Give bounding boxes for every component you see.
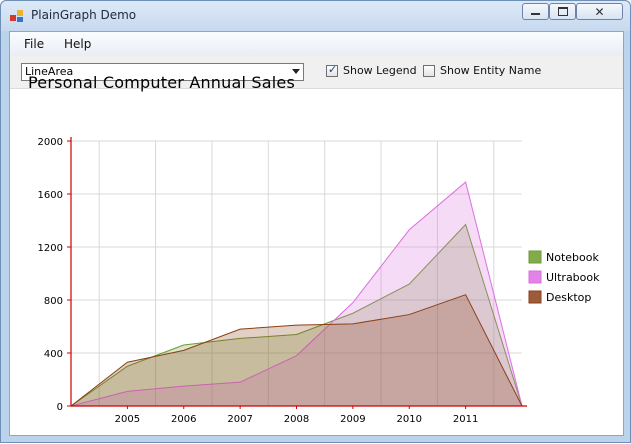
x-tick-label: 2008 <box>284 414 309 425</box>
y-tick-label: 400 <box>44 349 63 360</box>
legend-label-desktop: Desktop <box>546 291 591 304</box>
x-tick-label: 2006 <box>171 414 196 425</box>
y-tick-label: 2000 <box>38 137 63 148</box>
series-area-desktop <box>71 295 522 406</box>
y-tick-label: 1600 <box>38 190 63 201</box>
legend-swatch-ultrabook <box>529 271 541 283</box>
legend-label-notebook: Notebook <box>546 251 599 264</box>
y-tick-label: 1200 <box>38 243 63 254</box>
x-tick-label: 2009 <box>340 414 365 425</box>
y-tick-label: 800 <box>44 296 63 307</box>
x-tick-label: 2011 <box>453 414 478 425</box>
x-tick-label: 2010 <box>397 414 422 425</box>
y-tick-label: 0 <box>57 402 63 413</box>
x-tick-label: 2005 <box>115 414 140 425</box>
legend-swatch-notebook <box>529 251 541 263</box>
x-tick-label: 2007 <box>227 414 252 425</box>
legend-swatch-desktop <box>529 291 541 303</box>
legend-label-ultrabook: Ultrabook <box>546 271 600 284</box>
